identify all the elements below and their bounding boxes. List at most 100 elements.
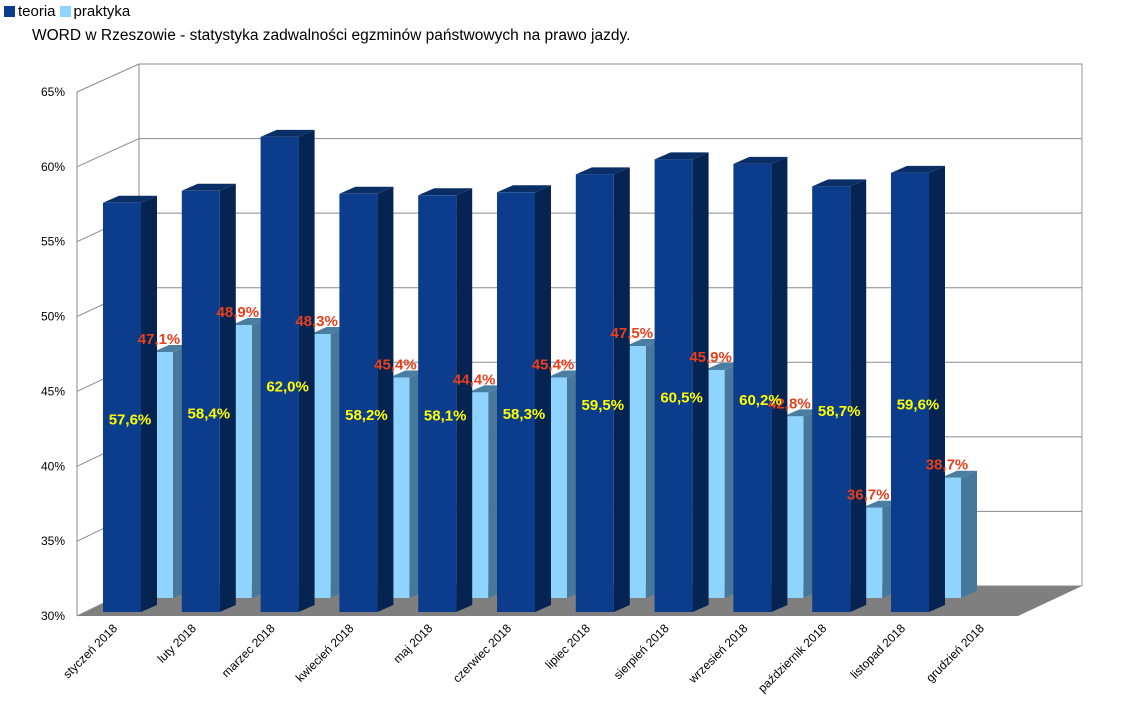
bar-praktyka-top [862, 500, 899, 508]
data-label-teoria: 60,2% [739, 392, 782, 409]
legend-label-teoria: teoria [18, 3, 56, 20]
bar-teoria-top [497, 185, 551, 193]
bar-praktyka-top [547, 370, 583, 378]
x-tick-label: październik 2018 [755, 621, 829, 695]
bar-teoria-top [654, 152, 709, 160]
bar-teoria-side [298, 129, 315, 612]
data-label-teoria: 58,2% [345, 407, 388, 424]
x-tick-label: luty 2018 [155, 621, 200, 666]
bar-teoria-side [141, 195, 157, 612]
x-tick-label: sierpień 2018 [611, 621, 672, 682]
bar-teoria-top [575, 167, 630, 175]
bar-teoria [733, 163, 772, 612]
data-label-praktyka: 48,9% [217, 304, 260, 321]
gridline-side [76, 138, 140, 168]
data-label-praktyka: 47,5% [611, 325, 654, 342]
y-tick-label: 50% [41, 310, 65, 324]
bar-praktyka [862, 507, 883, 598]
data-label-praktyka: 36,7% [847, 487, 890, 504]
data-label-praktyka: 44,4% [453, 371, 496, 388]
bar-teoria-top [418, 188, 473, 196]
bar-teoria-side [929, 165, 945, 613]
x-tick-label: styczeń 2018 [60, 621, 120, 681]
y-tick-label: 60% [41, 160, 65, 174]
bar-praktyka-top [310, 327, 347, 335]
bar-praktyka [704, 369, 725, 598]
y-tick-label: 65% [41, 85, 65, 99]
bar-praktyka [783, 416, 804, 598]
bar-praktyka-side [961, 470, 977, 598]
bar-praktyka-top [941, 470, 977, 478]
x-tick-label: czerwiec 2018 [450, 621, 514, 685]
bar-praktyka [625, 346, 646, 598]
bar-teoria-top [181, 183, 236, 191]
bar-teoria-side [692, 152, 709, 612]
data-label-teoria: 59,5% [582, 397, 625, 414]
legend-swatch-praktyka [59, 6, 71, 17]
bar-praktyka-top [704, 362, 741, 370]
bar-teoria [497, 192, 535, 612]
data-label-teoria: 58,1% [424, 408, 467, 425]
bar-teoria-top [339, 186, 394, 194]
x-tick-label: wrzesień 2018 [685, 621, 751, 687]
y-tick-label: 40% [41, 459, 65, 473]
bar-praktyka [547, 377, 567, 598]
bar-teoria-top [891, 165, 945, 173]
legend-item-praktyka: praktyka [59, 3, 131, 20]
bar-praktyka-top [468, 385, 505, 393]
data-label-praktyka: 48,3% [295, 313, 338, 330]
data-label-praktyka: 45,4% [374, 356, 417, 373]
bar-teoria [339, 193, 378, 612]
legend-swatch-teoria [4, 6, 15, 17]
bar-praktyka-top [231, 318, 268, 326]
bar-praktyka [468, 392, 489, 598]
bar-praktyka [153, 351, 173, 598]
x-tick-label: marzec 2018 [219, 621, 278, 680]
data-label-praktyka: 38,7% [926, 457, 969, 474]
bar-teoria-side [456, 188, 473, 612]
bar-teoria-top [103, 195, 157, 203]
bar-teoria [181, 190, 220, 612]
bar-praktyka [941, 477, 961, 598]
bar-teoria-top [260, 129, 315, 137]
bar-praktyka-top [153, 344, 189, 352]
bar-teoria [575, 174, 614, 613]
bar-teoria [891, 172, 929, 613]
bar-praktyka [231, 325, 252, 598]
bar-teoria-side [771, 156, 788, 612]
data-label-teoria: 62,0% [266, 378, 309, 395]
bar-praktyka-top [389, 370, 426, 378]
bar-teoria [260, 136, 299, 612]
bar-teoria [103, 202, 141, 612]
legend-label-praktyka: praktyka [73, 3, 131, 20]
data-label-teoria: 58,7% [818, 403, 861, 420]
bar-teoria-side [377, 186, 394, 612]
data-label-praktyka: 47,1% [138, 331, 181, 348]
bar-teoria-side [535, 185, 551, 612]
x-tick-label: grudzień 2018 [923, 621, 987, 685]
bar-teoria-side [613, 167, 630, 613]
x-tick-label: kwiecień 2018 [293, 621, 357, 685]
y-tick-label: 55% [41, 235, 65, 249]
bar-teoria-side [850, 179, 867, 612]
bar-teoria [418, 195, 457, 612]
x-tick-label: maj 2018 [391, 621, 436, 666]
data-label-teoria: 59,6% [897, 396, 940, 413]
chart-legend: teoria praktyka [4, 3, 134, 20]
bar-teoria-top [812, 179, 867, 187]
data-label-teoria: 58,3% [503, 406, 546, 423]
data-label-teoria: 57,6% [109, 411, 152, 428]
data-label-praktyka: 45,4% [532, 356, 575, 373]
bar-praktyka-top [783, 409, 820, 417]
bar-teoria-top [733, 156, 788, 164]
bar-praktyka-top [625, 339, 662, 346]
bar-teoria [654, 159, 693, 612]
bar-teoria-side [219, 183, 236, 612]
x-tick-label: listopad 2018 [848, 621, 909, 682]
data-label-teoria: 60,5% [660, 390, 703, 407]
bar-praktyka [310, 334, 331, 598]
data-label-praktyka: 45,9% [689, 349, 732, 366]
legend-item-teoria: teoria [4, 3, 56, 20]
data-label-teoria: 58,4% [188, 405, 231, 422]
